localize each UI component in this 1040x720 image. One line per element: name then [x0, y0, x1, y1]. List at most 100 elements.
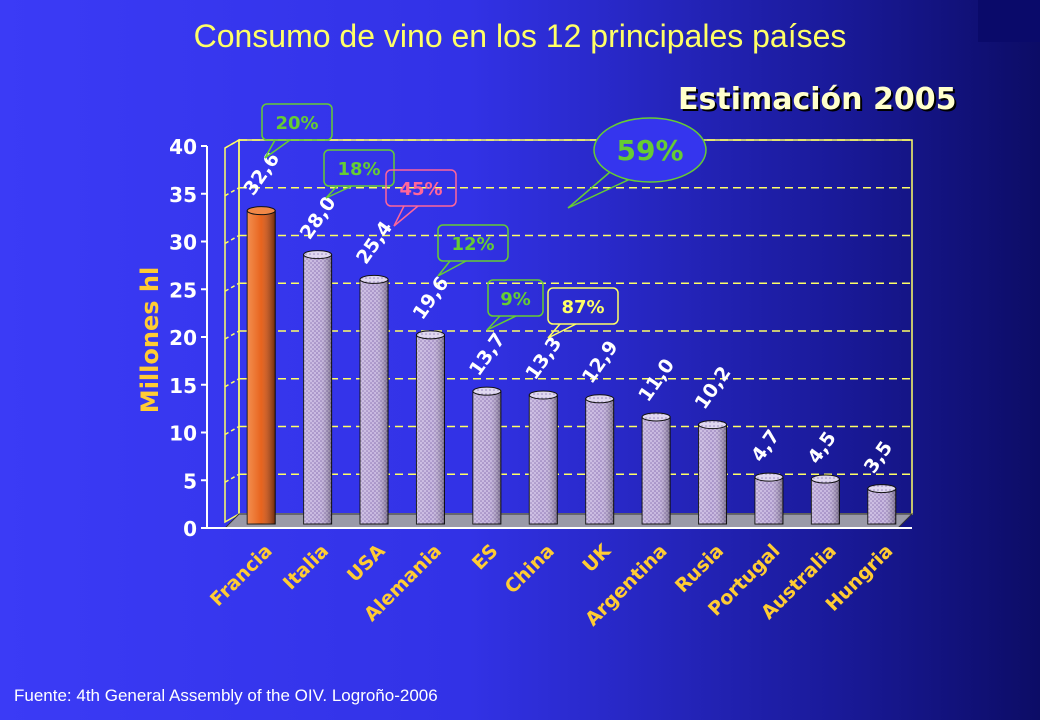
y-tick-label: 25: [169, 278, 197, 302]
bar-shade: [529, 394, 558, 524]
y-tick-label: 40: [169, 135, 197, 159]
annotation-callout: 12%: [437, 224, 509, 277]
y-axis-label: Millones hl: [136, 267, 164, 413]
callout-box: [385, 169, 457, 207]
data-label: 4,7: [747, 426, 784, 466]
category-label: Francia: [206, 540, 277, 611]
bar-cap: [810, 474, 840, 484]
category-label: USA: [343, 540, 390, 587]
source-note: Fuente: 4th General Assembly of the OIV.…: [14, 686, 438, 705]
data-label: 3,5: [860, 437, 897, 477]
bar-cap: [472, 386, 502, 396]
bar-shade: [360, 279, 389, 524]
bar: [415, 330, 445, 525]
callout-box: [487, 279, 544, 317]
bar-shade: [585, 398, 614, 524]
bar: [585, 394, 615, 525]
callout-text: 45%: [399, 179, 442, 200]
gridline-side: [224, 330, 240, 340]
gridline-side: [224, 473, 240, 483]
callout-box: [547, 287, 619, 325]
annotation-callout: 87%: [547, 287, 619, 339]
data-label: 32,6: [239, 149, 284, 200]
chart-subtitle: Estimación 2005: [678, 82, 957, 117]
bar-shade: [416, 334, 445, 524]
gridline-side: [224, 378, 240, 388]
bar: [867, 484, 897, 525]
callout-text: 9%: [500, 289, 531, 310]
bar-cap: [754, 472, 784, 482]
bar-cap: [246, 206, 276, 216]
data-label: 19,6: [409, 273, 454, 324]
annotation-callout: 9%: [486, 279, 544, 331]
bar-cap: [698, 420, 728, 430]
bar: [810, 474, 840, 525]
bar-shade: [867, 488, 896, 524]
bar-cap: [415, 330, 445, 340]
bar-cap: [359, 274, 389, 284]
data-label: 13,3: [521, 333, 566, 384]
annotation-callout: 59%: [567, 117, 707, 209]
bar-shade: [247, 210, 276, 525]
bar-shade: [698, 424, 727, 524]
annotation-callout: 20%: [261, 103, 333, 159]
y-tick-label: 10: [169, 422, 197, 446]
bar: [472, 386, 502, 525]
callout-tail: [264, 139, 291, 159]
gridline-side: [224, 282, 240, 292]
bar-shade: [811, 479, 840, 524]
callout-tail: [486, 315, 517, 331]
data-label: 13,7: [465, 329, 510, 380]
bar-cap: [528, 390, 558, 400]
gridline-side: [224, 187, 240, 197]
callout-tail: [437, 260, 467, 277]
y-tick-label: 0: [183, 517, 197, 541]
callout-text: 87%: [561, 297, 604, 318]
bar: [528, 390, 558, 525]
plot-left-wall: [224, 138, 240, 524]
bar: [754, 472, 784, 525]
callout-bubble: [593, 117, 707, 183]
callout-tail: [325, 185, 353, 199]
y-tick-label: 15: [169, 374, 197, 398]
gridline-side: [224, 234, 240, 245]
callout-text: 59%: [616, 134, 683, 167]
callout-text: 12%: [451, 234, 494, 255]
corner-decoration: [978, 0, 1040, 42]
y-tick-label: 5: [183, 469, 197, 493]
y-tick-label: 20: [169, 326, 197, 350]
bar-shade: [754, 477, 783, 524]
bar: [698, 420, 728, 525]
callout-tail: [393, 205, 419, 227]
annotation-callout: 45%: [385, 169, 457, 227]
bar: [641, 412, 671, 525]
callout-box: [437, 224, 509, 262]
bar-cap: [303, 250, 333, 260]
bar-shade: [472, 391, 501, 524]
category-label: China: [501, 540, 559, 598]
category-label: UK: [578, 539, 616, 577]
gridline-side: [224, 139, 240, 149]
callout-tail: [547, 323, 577, 339]
callout-box: [261, 103, 333, 141]
category-label: Italia: [279, 540, 333, 594]
callout-text: 20%: [275, 113, 318, 134]
data-label: 11,0: [634, 355, 679, 406]
data-label: 25,4: [352, 217, 397, 268]
y-tick-label: 30: [169, 231, 197, 255]
bar: [303, 250, 333, 525]
bar-cap: [867, 484, 897, 494]
data-label: 4,5: [803, 428, 840, 468]
data-label: 12,9: [578, 337, 623, 388]
annotation-callout: 18%: [323, 149, 395, 199]
bar: [246, 206, 276, 525]
chart-title: Consumo de vino en los 12 principales pa…: [193, 18, 847, 54]
gridline-side: [224, 425, 240, 436]
callout-text: 18%: [337, 159, 380, 180]
callout-box: [323, 149, 395, 187]
y-tick-label: 35: [169, 183, 197, 207]
bar-shade: [303, 254, 332, 524]
bar-cap: [641, 412, 671, 422]
bar-shade: [642, 416, 671, 524]
